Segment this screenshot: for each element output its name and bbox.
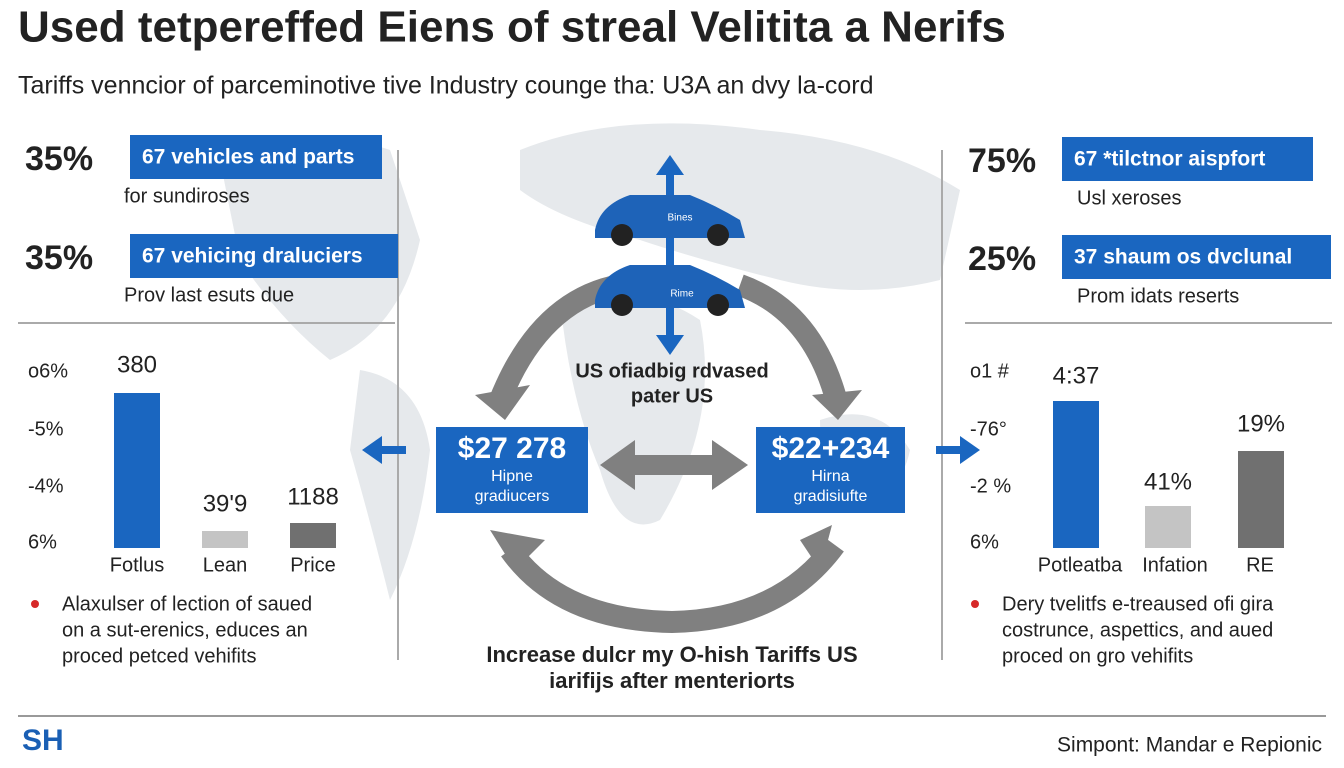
logo: SH <box>22 724 64 757</box>
bar-label: 19% <box>1237 410 1285 437</box>
stat-value: 75% <box>968 142 1036 180</box>
bottom-caption: iarifijs after menteriorts <box>549 668 795 693</box>
bullet-dot <box>31 600 39 608</box>
price-line: Hipne <box>491 468 533 485</box>
stat-note: for sundiroses <box>124 185 250 207</box>
arrowheads <box>475 385 862 570</box>
center-caption: US ofiadbig rdvased <box>575 360 768 382</box>
bar-label: 41% <box>1144 468 1192 495</box>
stat-tag: 67 *tilctnor aispfort <box>1074 148 1265 171</box>
center-caption: pater US <box>631 385 713 407</box>
category: Price <box>290 554 336 576</box>
stat-note: Prom idats reserts <box>1077 285 1239 307</box>
bar-label: 1188 <box>287 483 339 510</box>
bar <box>1053 401 1099 548</box>
blue-arrows <box>362 155 980 464</box>
stat-tag: 37 shaum os dvclunal <box>1074 246 1292 269</box>
category: Infation <box>1142 554 1208 576</box>
axis-label: 6% <box>970 531 999 553</box>
axis-label: o1 # <box>970 360 1010 382</box>
bar <box>1238 451 1284 548</box>
bullet-text: proced on gro vehifits <box>1002 645 1193 667</box>
category: Potleatba <box>1038 554 1123 576</box>
source: Simpont: Mandar e Repionic <box>1057 734 1322 757</box>
stat-tag-box <box>1062 137 1313 181</box>
bar-label: 39'9 <box>203 490 248 517</box>
axis-label: -4% <box>28 475 64 497</box>
axis-label: 6% <box>28 531 57 553</box>
price-box <box>436 427 588 513</box>
bullet-dot <box>971 600 979 608</box>
axis-label: o6% <box>28 360 68 382</box>
axis-label: -5% <box>28 418 64 440</box>
stat-tag-box <box>130 135 382 179</box>
bar-label: 4:37 <box>1053 362 1100 389</box>
bottom-caption: Increase dulcr my O-hish Tariffs US <box>486 642 857 667</box>
stat-value: 35% <box>25 140 93 178</box>
car-label: Bines <box>667 213 692 224</box>
bullet-text: Dery tvelitfs e-treaused ofi gira <box>1002 593 1274 615</box>
bullet-text: proced petced vehifits <box>62 645 257 667</box>
bar <box>202 531 248 548</box>
price-box <box>756 427 905 513</box>
price: $22+234 <box>772 432 890 465</box>
category: Fotlus <box>110 554 164 576</box>
bullet-text: on a sut-erenics, educes an <box>62 619 308 641</box>
stat-value: 25% <box>968 240 1036 278</box>
price: $27 278 <box>458 432 566 465</box>
stat-tag-box <box>1062 235 1331 279</box>
cars <box>595 195 745 316</box>
bullet-text: Alaxulser of lection of saued <box>62 593 312 615</box>
price-line: gradiucers <box>475 488 550 505</box>
stat-value: 35% <box>25 239 93 277</box>
price-line: gradisiufte <box>794 488 868 505</box>
stat-tag: 67 vehicles and parts <box>142 146 354 169</box>
stat-note: Usl xeroses <box>1077 187 1181 209</box>
subtitle: Tariffs venncior of parceminotive tive I… <box>18 72 874 100</box>
stat-note: Prov last esuts due <box>124 284 294 306</box>
bar-label: 380 <box>117 351 157 378</box>
category: Lean <box>203 554 248 576</box>
axis-label: -2 % <box>970 475 1011 497</box>
price-line: Hirna <box>811 468 849 485</box>
stat-tag-box <box>130 234 398 278</box>
car-label: Rime <box>670 289 694 300</box>
stat-tag: 67 vehicing draluciers <box>142 245 363 268</box>
bar <box>290 523 336 548</box>
category: RE <box>1246 554 1274 576</box>
title: Used tetpereffed Eiens of streal Velitit… <box>18 3 1006 52</box>
axis-label: -76° <box>970 418 1007 440</box>
bullet-text: costrunce, aspettics, and aued <box>1002 619 1273 641</box>
bar <box>114 393 160 548</box>
bar <box>1145 506 1191 548</box>
